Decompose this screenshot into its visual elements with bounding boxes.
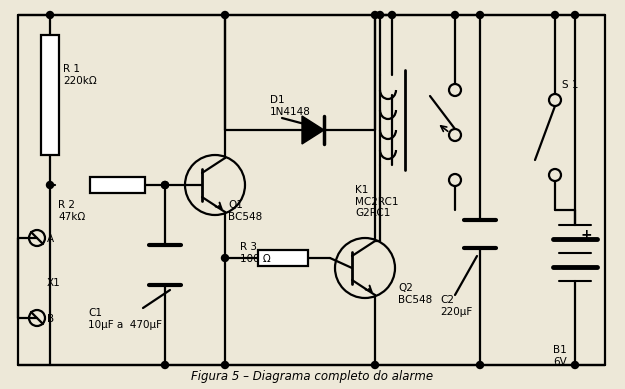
Circle shape — [389, 12, 396, 19]
Text: Q2
BC548: Q2 BC548 — [398, 283, 432, 305]
Bar — [89, 177, 144, 193]
Circle shape — [161, 361, 169, 368]
Circle shape — [221, 361, 229, 368]
Bar — [258, 250, 308, 266]
Circle shape — [161, 182, 169, 189]
Text: X1: X1 — [47, 278, 61, 288]
Text: K1
MC2RC1
G2RC1: K1 MC2RC1 G2RC1 — [355, 185, 399, 218]
Circle shape — [476, 361, 484, 368]
Text: R 3
100 Ω: R 3 100 Ω — [240, 242, 271, 264]
Text: D1
1N4148: D1 1N4148 — [270, 95, 311, 117]
Circle shape — [46, 182, 54, 189]
Circle shape — [476, 12, 484, 19]
Text: B: B — [47, 314, 54, 324]
Text: S 1: S 1 — [562, 80, 579, 90]
Text: Q1
BC548: Q1 BC548 — [228, 200, 262, 222]
Circle shape — [221, 254, 229, 261]
Bar — [41, 35, 59, 155]
Polygon shape — [302, 116, 324, 144]
Text: C2
220μF: C2 220μF — [440, 295, 472, 317]
Circle shape — [371, 12, 379, 19]
Circle shape — [46, 12, 54, 19]
Text: B1
6V: B1 6V — [553, 345, 567, 366]
Circle shape — [371, 361, 379, 368]
Circle shape — [571, 12, 579, 19]
Text: Figura 5 – Diagrama completo do alarme: Figura 5 – Diagrama completo do alarme — [191, 370, 433, 383]
Text: R 2
47kΩ: R 2 47kΩ — [58, 200, 85, 222]
Text: C1
10μF a  470μF: C1 10μF a 470μF — [88, 308, 162, 329]
Text: +: + — [580, 228, 592, 242]
Text: R 1
220kΩ: R 1 220kΩ — [63, 64, 97, 86]
Circle shape — [551, 12, 559, 19]
Circle shape — [571, 361, 579, 368]
Circle shape — [376, 12, 384, 19]
Text: A: A — [47, 234, 54, 244]
Circle shape — [451, 12, 459, 19]
Circle shape — [161, 182, 169, 189]
Circle shape — [221, 12, 229, 19]
